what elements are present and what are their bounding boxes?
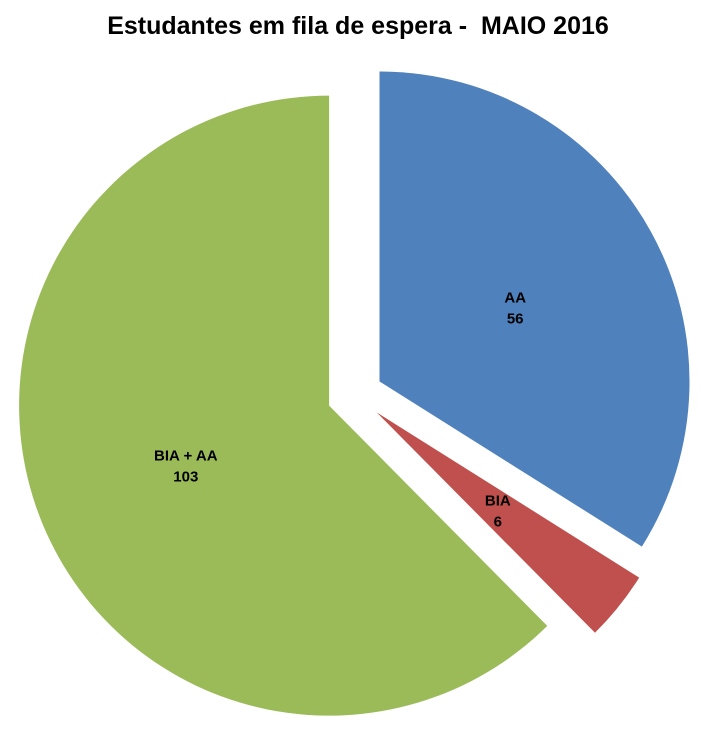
chart-title: Estudantes em fila de espera - MAIO 2016 [107,12,609,40]
slice-label-text-bia: BIA [485,493,511,510]
pie-slice-bia-aa [19,95,548,716]
slice-label-aa: AA 56 [504,290,526,328]
slice-value-text-bia-aa: 103 [173,469,198,486]
slice-label-text-aa: AA [504,290,526,307]
slice-label-text-bia-aa: BIA + AA [154,448,218,465]
slice-value-text-bia: 6 [494,514,502,531]
slice-label-bia: BIA 6 [485,493,511,531]
slice-value-text-aa: 56 [507,311,524,328]
pie-slice-bia [376,412,640,633]
pie-slice-aa [379,71,690,547]
slice-label-bia-aa: BIA + AA 103 [154,448,218,486]
